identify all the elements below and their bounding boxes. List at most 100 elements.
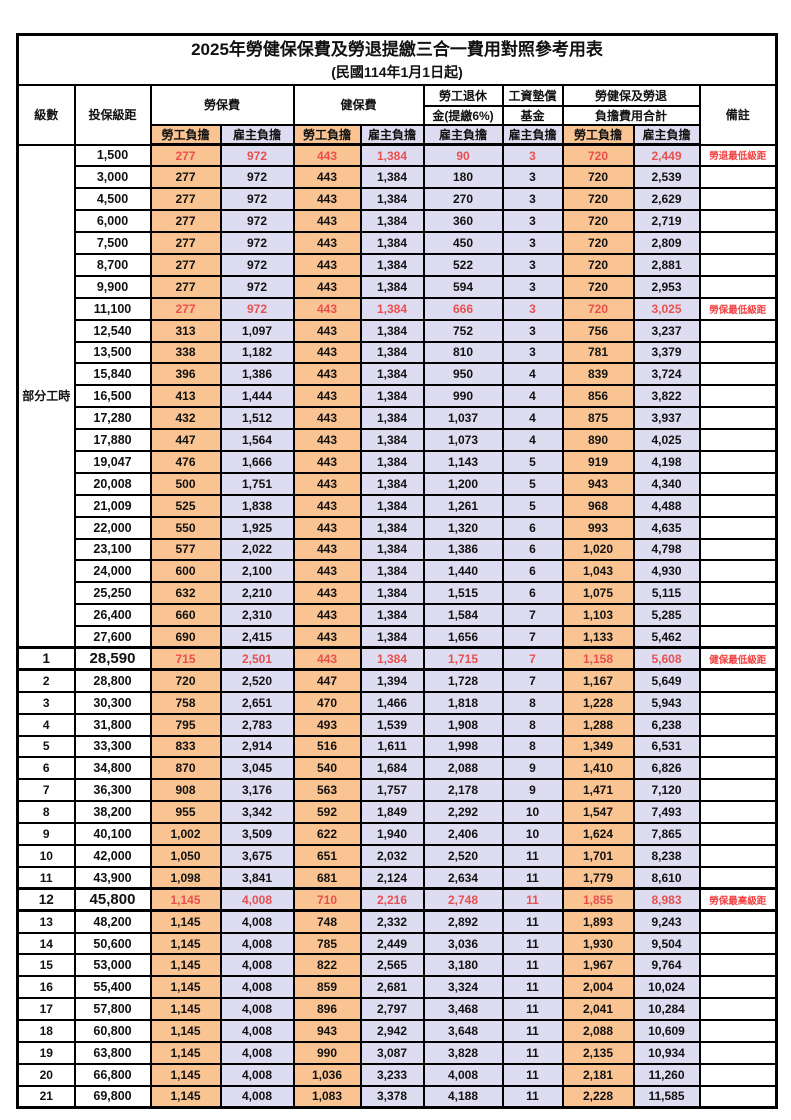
col-header-health-insurance: 健保費 — [292, 83, 425, 126]
cell-value: 1,384 — [359, 493, 425, 518]
cell-value: 1,666 — [219, 449, 295, 474]
cell-value: 90 — [422, 143, 504, 168]
cell-value: 443 — [292, 296, 362, 321]
header-row-1: 級數 投保級距 勞保費 健保費 勞工退休 工資墊償 勞健保及勞退 備註 — [16, 83, 778, 146]
cell-value: 1,925 — [219, 515, 295, 540]
cell-value: 5 — [501, 471, 564, 496]
cell-value: 1,564 — [219, 428, 295, 452]
cell-value: 3,233 — [359, 1062, 425, 1087]
cell-value: 651 — [292, 844, 362, 868]
table-row: 4 31,800 795 2,783 493 1,539 1,908 8 1,288 6,238 — [16, 712, 778, 737]
cell-value: 1,394 — [359, 668, 425, 693]
cell-value: 943 — [561, 471, 635, 496]
cell-value: 720 — [561, 165, 635, 190]
cell-value: 972 — [219, 252, 295, 277]
cell-value: 890 — [561, 428, 635, 452]
cell-value: 3 — [501, 187, 564, 212]
cell-salary-bracket: 1,500 — [73, 143, 152, 168]
cell-value: 1,547 — [561, 800, 635, 825]
cell-value: 1,940 — [359, 822, 425, 846]
cell-value: 3,036 — [422, 931, 504, 956]
cell-value: 1,471 — [561, 778, 635, 803]
cell-value: 1,145 — [149, 975, 222, 1000]
cell-value: 2,124 — [359, 865, 425, 890]
cell-value: 5,285 — [632, 603, 701, 628]
cell-value: 3,378 — [359, 1084, 425, 1109]
table-row: 8 38,200 955 3,342 592 1,849 2,292 10 1,547 7,493 — [16, 800, 778, 825]
cell-value: 720 — [561, 231, 635, 255]
cell-value: 3,937 — [632, 406, 701, 431]
cell-value: 600 — [149, 559, 222, 584]
cell-level: 9 — [16, 822, 76, 846]
cell-value: 1,611 — [359, 734, 425, 759]
cell-value: 270 — [422, 187, 504, 212]
cell-value: 752 — [422, 318, 504, 343]
cell-value: 1,849 — [359, 800, 425, 825]
table-body: 部分工時 1,500 277 972 443 1,384 90 3 720 2,449 勞退最低級距… — [16, 143, 778, 1109]
cell-value: 3,176 — [219, 778, 295, 803]
title-row: 2025年勞健保保費及勞退提繳三合一費用對照參考用表 (民國114年1月1日起) — [16, 33, 778, 86]
subheader-total-employer: 雇主負擔 — [632, 123, 701, 146]
cell-value: 2,310 — [219, 603, 295, 628]
cell-note — [698, 449, 778, 474]
table-row: 23,100 577 2,022 443 1,384 1,386 6 1,020 4,798 — [18, 537, 778, 562]
table-row: 5 33,300 833 2,914 516 1,611 1,998 8 1,349 6,531 — [16, 734, 778, 759]
cell-value: 968 — [561, 493, 635, 518]
cell-value: 3,724 — [632, 362, 701, 387]
cell-value: 2,797 — [359, 997, 425, 1022]
cell-value: 756 — [561, 318, 635, 343]
cell-salary-bracket: 3,000 — [73, 165, 152, 190]
cell-value: 3,468 — [422, 997, 504, 1022]
table-row: 26,400 660 2,310 443 1,384 1,584 7 1,103 5,285 — [18, 603, 778, 628]
cell-value: 785 — [292, 931, 362, 956]
cell-value: 277 — [149, 231, 222, 255]
cell-value: 2,953 — [632, 274, 701, 299]
cell-value: 1,133 — [561, 625, 635, 649]
cell-value: 1,083 — [292, 1084, 362, 1109]
table-row: 18 60,800 1,145 4,008 943 2,942 3,648 11 2,088 10… — [16, 1019, 778, 1044]
cell-value: 11 — [501, 975, 564, 1000]
cell-value: 4,008 — [422, 1062, 504, 1087]
cell-value: 4,488 — [632, 493, 701, 518]
cell-value: 875 — [561, 406, 635, 431]
cell-salary-bracket: 63,800 — [73, 1041, 152, 1065]
cell-value: 4 — [501, 406, 564, 431]
table-row: 21 69,800 1,145 4,008 1,083 3,378 4,188 11 2,228… — [16, 1084, 778, 1109]
cell-value: 11 — [501, 1019, 564, 1044]
cell-value: 4,008 — [219, 975, 295, 1000]
cell-salary-bracket: 17,280 — [73, 406, 152, 431]
cell-value: 3,237 — [632, 318, 701, 343]
cell-value: 2,088 — [422, 756, 504, 781]
cell-salary-bracket: 24,000 — [73, 559, 152, 584]
cell-value: 1,384 — [359, 340, 425, 365]
cell-value: 313 — [149, 318, 222, 343]
cell-value: 950 — [422, 362, 504, 387]
cell-note — [698, 406, 778, 431]
cell-salary-bracket: 48,200 — [73, 909, 152, 934]
cell-value: 2,681 — [359, 975, 425, 1000]
cell-note — [698, 931, 778, 956]
cell-value: 720 — [561, 252, 635, 277]
table-row: 17,880 447 1,564 443 1,384 1,073 4 890 4,025 — [18, 428, 778, 452]
cell-salary-bracket: 31,800 — [73, 712, 152, 737]
cell-value: 6,238 — [632, 712, 701, 737]
cell-value: 3,822 — [632, 384, 701, 409]
cell-value: 859 — [292, 975, 362, 1000]
cell-value: 443 — [292, 559, 362, 584]
cell-value: 856 — [561, 384, 635, 409]
cell-value: 795 — [149, 712, 222, 737]
cell-part-time-label: 部分工時 — [16, 143, 76, 649]
cell-value: 2,088 — [561, 1019, 635, 1044]
subheader-total-employee: 勞工負擔 — [561, 123, 635, 146]
cell-value: 277 — [149, 296, 222, 321]
cell-value: 3 — [501, 340, 564, 365]
cell-note — [698, 384, 778, 409]
cell-value: 4 — [501, 384, 564, 409]
cell-value: 443 — [292, 581, 362, 606]
cell-salary-bracket: 16,500 — [73, 384, 152, 409]
cell-value: 1,384 — [359, 471, 425, 496]
cell-note — [698, 822, 778, 846]
cell-value: 4,798 — [632, 537, 701, 562]
subheader-health-employer: 雇主負擔 — [359, 123, 425, 146]
cell-value: 3 — [501, 296, 564, 321]
